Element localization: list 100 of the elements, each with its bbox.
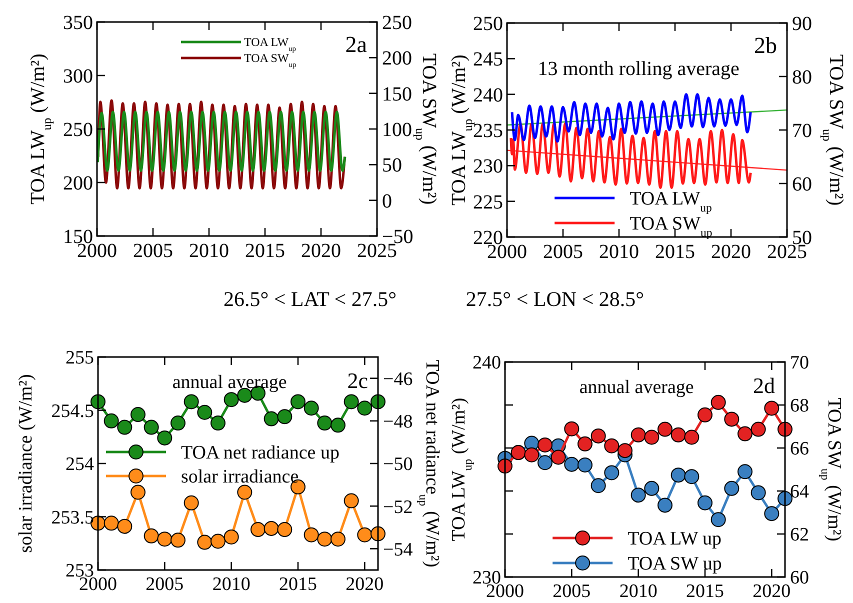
y2-tick-label: −46 [383,368,413,390]
point [764,400,780,416]
y2-tick-label: 62 [790,524,809,546]
point [738,464,752,480]
point [750,485,766,500]
point [764,506,780,522]
point [357,527,372,542]
point [538,455,552,470]
point [304,400,319,416]
legend-label: TOA LW$_{up}$ [244,35,296,53]
point [170,416,186,431]
point [724,412,740,427]
y-tick-label: 235 [473,120,503,142]
legend-label: TOA SW up [628,554,722,575]
y-tick-label: 240 [473,84,503,106]
x-tick-label: 2015 [279,574,317,595]
legend-label: TOA net radiance up [181,442,340,464]
point [738,426,752,442]
point [237,484,252,500]
point [604,438,620,454]
point [157,532,172,547]
y-tick-label: 253.5 [51,507,94,528]
y-tick-label: 200 [63,172,93,194]
y2-tick-label: 50 [382,154,402,177]
y-tick-label: 254.5 [51,400,94,422]
y-tick-label: 230 [473,156,503,178]
x-tick-label: 2020 [752,581,791,602]
point [590,428,606,444]
point [264,520,279,536]
y2-tick-label: 250 [382,12,412,34]
y2-tick-label: 68 [790,396,809,417]
point [104,516,119,531]
y2-tick-label: −52 [383,496,413,518]
point [210,416,226,431]
point [684,430,700,445]
y2-tick-label: 150 [382,83,412,106]
point [630,427,646,442]
annotation: 2b [754,33,777,58]
y2-tick-label: −54 [383,539,414,560]
y2-tick-label: 100 [382,119,412,141]
y-tick-label: 250 [473,13,503,35]
y-tick-label: 300 [63,66,93,88]
point [130,407,146,422]
point [538,437,552,452]
point [670,468,686,483]
point [750,422,766,437]
y-tick-label: 225 [473,191,503,214]
point [224,392,239,408]
point [658,498,672,513]
y2-tick-label: 0 [382,190,392,212]
point [604,465,620,480]
point [144,528,159,544]
y2-tick-label: −50 [383,454,413,476]
y-tick-label: 255 [66,348,94,369]
x-tick-label: 2005 [133,240,173,262]
point [590,478,606,494]
point [618,443,632,458]
point [698,495,712,510]
point [710,512,726,528]
x-tick-label: 2010 [599,241,639,263]
point [578,457,592,472]
x-tick-label: 2020 [301,240,341,262]
point [698,407,712,422]
y2-tick-label: 70 [792,120,812,142]
x-tick-label: 2010 [212,574,250,595]
point [564,456,580,472]
point [170,532,186,548]
line-series [96,110,346,172]
x-tick-label: 2015 [245,240,285,262]
y2-tick-label: 66 [790,438,809,460]
annotation: 2a [345,32,367,57]
point [550,450,566,465]
point [304,527,319,542]
point [644,480,660,496]
annotation: 2c [347,368,368,393]
x-tick-label: 2015 [686,581,724,602]
point [344,394,359,410]
line-series [510,122,752,190]
y-axis-title: solar irradiance (W/m²) [16,374,37,553]
point [330,418,346,433]
point [130,484,146,500]
y2-tick-label: −48 [383,412,413,433]
annotation: 2d [753,373,775,398]
point [670,427,686,442]
x-tick-label: 2005 [146,574,184,595]
y2-tick-label: 64 [790,482,810,503]
x-tick-label: 2010 [619,581,658,602]
point [197,534,212,550]
point [197,404,212,420]
point [104,413,119,428]
x-tick-label: 2010 [189,240,229,262]
point [317,416,332,431]
x-tick-label: 2015 [655,241,695,263]
annotation: 13 month rolling average [538,58,740,80]
y2-tick-label: 60 [790,568,809,589]
legend-label: solar irradiance [181,466,299,488]
point [117,518,132,534]
x-tick-label: 2020 [346,574,384,595]
point [658,422,672,437]
point [184,394,199,410]
